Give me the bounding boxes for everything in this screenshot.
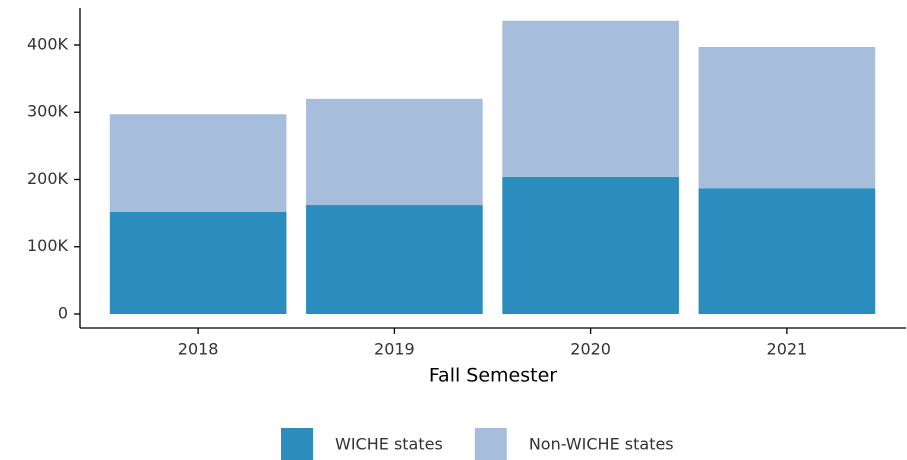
bar-segment: [306, 98, 483, 206]
x-tick-label: 2018: [178, 340, 219, 359]
bar-segment: [109, 211, 287, 314]
legend-label: WICHE states: [335, 435, 443, 454]
x-axis-title: Fall Semester: [429, 365, 557, 387]
y-tick-label: 100K: [27, 236, 69, 255]
bar-segment: [502, 176, 679, 314]
y-tick-label: 0: [58, 304, 68, 323]
legend-label: Non-WICHE states: [529, 435, 674, 454]
bar-segment: [502, 20, 679, 177]
x-tick-label: 2021: [767, 340, 808, 359]
bar-segment: [306, 205, 483, 314]
y-tick-label: 200K: [27, 169, 69, 188]
x-tick-label: 2020: [570, 340, 611, 359]
legend-swatch: [474, 428, 507, 460]
bar-segment: [109, 114, 287, 212]
y-tick-label: 400K: [27, 34, 69, 53]
legend-swatch: [281, 428, 313, 460]
bar-segment: [698, 188, 876, 314]
y-tick-label: 300K: [27, 102, 69, 121]
x-tick-label: 2019: [374, 340, 415, 359]
bar-segment: [698, 47, 876, 189]
